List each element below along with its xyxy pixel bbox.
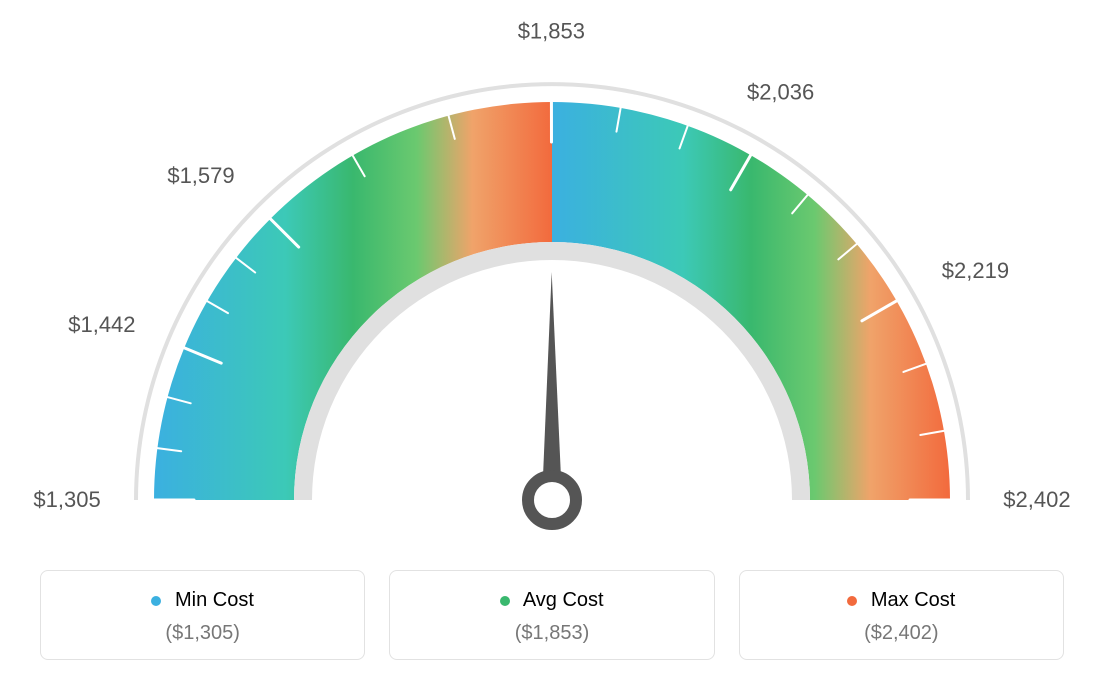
gauge-tick-label: $2,219 — [942, 258, 1009, 284]
max-cost-label: Max Cost — [871, 589, 955, 611]
avg-cost-card: Avg Cost ($1,853) — [389, 570, 714, 660]
avg-cost-title: Avg Cost — [402, 589, 701, 612]
max-cost-card: Max Cost ($2,402) — [739, 570, 1064, 660]
gauge-tick-label: $1,853 — [518, 19, 585, 45]
min-cost-card: Min Cost ($1,305) — [40, 570, 365, 660]
max-cost-value: ($2,402) — [752, 622, 1051, 645]
avg-cost-value: ($1,853) — [402, 622, 701, 645]
gauge-chart-container: $1,305 $1,442 $1,579 $1,853 $2,036 $2,219 $2,4… — [0, 0, 1104, 690]
max-dot-icon — [847, 596, 857, 606]
min-cost-title: Min Cost — [53, 589, 352, 612]
max-cost-title: Max Cost — [752, 589, 1051, 612]
gauge-tick-label: $1,579 — [167, 163, 234, 189]
summary-cards: Min Cost ($1,305) Avg Cost ($1,853) Max … — [40, 570, 1064, 660]
gauge-svg — [0, 0, 1104, 530]
min-cost-label: Min Cost — [175, 589, 254, 611]
gauge-tick-label: $1,442 — [68, 312, 135, 338]
gauge-tick-label: $1,305 — [33, 487, 100, 513]
min-cost-value: ($1,305) — [53, 622, 352, 645]
gauge-area: $1,305 $1,442 $1,579 $1,853 $2,036 $2,219 $2,4… — [0, 0, 1104, 530]
avg-cost-label: Avg Cost — [523, 589, 604, 611]
avg-dot-icon — [500, 596, 510, 606]
gauge-tick-label: $2,402 — [1003, 487, 1070, 513]
min-dot-icon — [151, 596, 161, 606]
gauge-tick-label: $2,036 — [747, 80, 814, 106]
